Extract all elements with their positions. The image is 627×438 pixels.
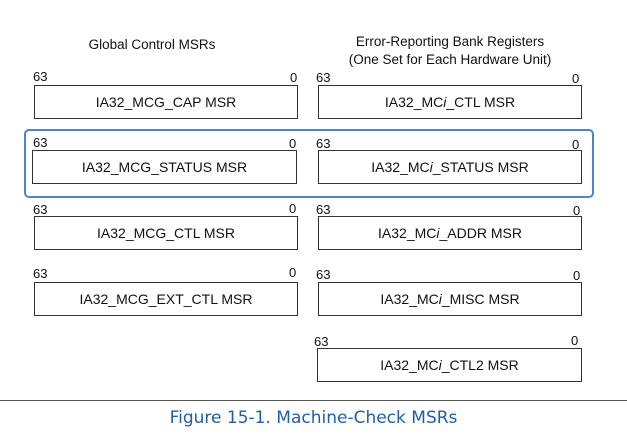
- bit-high-label: 63: [316, 202, 331, 217]
- error-reporting-subheading: (One Set for Each Hardware Unit): [348, 52, 552, 67]
- bit-high-label: 63: [316, 136, 331, 151]
- register-mcg-status: IA32_MCG_STATUS MSR: [32, 150, 297, 184]
- bit-high-label: 63: [33, 266, 48, 281]
- register-mci-misc: IA32_MC i _MISC MSR: [318, 282, 582, 316]
- bit-low-label: 0: [573, 268, 581, 283]
- register-mci-ctl2: IA32_MC i _CTL2 MSR: [317, 348, 582, 382]
- register-label-index: i: [438, 291, 442, 307]
- bit-high-label: 63: [33, 202, 48, 217]
- bit-low-label: 0: [290, 70, 298, 85]
- bit-high-label: 63: [316, 267, 331, 282]
- register-label-suffix: _CTL MSR: [446, 94, 516, 110]
- register-label-index: i: [436, 225, 440, 241]
- register-label: IA32_MCG_CAP MSR: [95, 94, 237, 110]
- bit-high-label: 63: [33, 69, 48, 84]
- bit-low-label: 0: [289, 201, 297, 216]
- register-label-suffix: _STATUS MSR: [432, 159, 529, 175]
- register-label-prefix: IA32_MC: [384, 94, 444, 110]
- register-mcg-cap: IA32_MCG_CAP MSR: [34, 85, 298, 119]
- global-control-heading: Global Control MSRs: [88, 37, 216, 52]
- bit-high-label: 63: [316, 70, 331, 85]
- bit-low-label: 0: [289, 265, 297, 280]
- bit-low-label: 0: [571, 333, 579, 348]
- bit-low-label: 0: [289, 136, 297, 151]
- status-row-highlight: [24, 129, 594, 198]
- register-label-index: i: [443, 94, 447, 110]
- register-label-suffix: _MISC MSR: [441, 291, 520, 307]
- error-reporting-heading: Error-Reporting Bank Registers: [355, 34, 545, 49]
- register-label-index: i: [438, 357, 442, 373]
- register-mcg-ext-ctl: IA32_MCG_EXT_CTL MSR: [34, 282, 298, 316]
- register-mci-ctl: IA32_MC i _CTL MSR: [318, 85, 582, 119]
- bit-high-label: 63: [33, 135, 48, 150]
- register-label: IA32_MCG_EXT_CTL MSR: [79, 291, 253, 307]
- register-mci-status: IA32_MC i _STATUS MSR: [318, 150, 582, 184]
- register-label-suffix: _CTL2 MSR: [441, 357, 519, 373]
- register-label: IA32_MCG_CTL MSR: [97, 225, 235, 241]
- register-label-index: i: [429, 159, 433, 175]
- register-label-prefix: IA32_MC: [380, 357, 439, 373]
- register-label: IA32_MCG_STATUS MSR: [81, 159, 248, 175]
- register-label-suffix: _ADDR MSR: [439, 225, 522, 241]
- bit-low-label: 0: [572, 71, 580, 86]
- figure-divider: [0, 400, 627, 401]
- bit-low-label: 0: [572, 137, 580, 152]
- register-mci-addr: IA32_MC i _ADDR MSR: [318, 216, 582, 250]
- bit-low-label: 0: [573, 203, 581, 218]
- register-label-prefix: IA32_MC: [380, 291, 439, 307]
- register-label-prefix: IA32_MC: [371, 159, 430, 175]
- bit-high-label: 63: [314, 334, 329, 349]
- register-label-prefix: IA32_MC: [378, 225, 437, 241]
- figure-caption: Figure 15-1. Machine-Check MSRs: [169, 408, 458, 428]
- register-mcg-ctl: IA32_MCG_CTL MSR: [34, 216, 298, 250]
